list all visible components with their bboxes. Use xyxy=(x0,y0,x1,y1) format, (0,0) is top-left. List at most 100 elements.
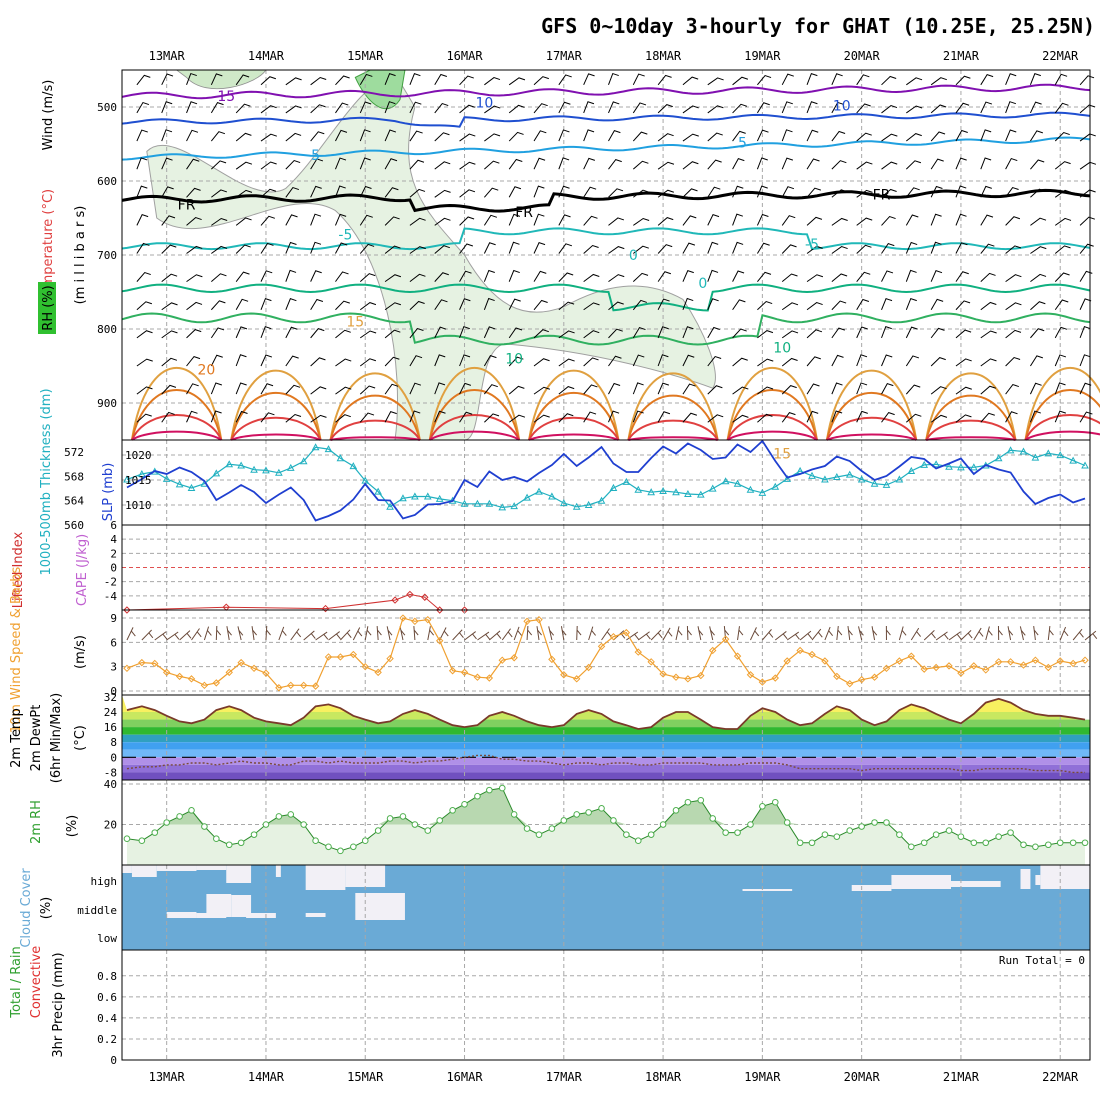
rh2m-marker xyxy=(896,831,903,838)
wind-barb xyxy=(583,73,595,86)
wind-barb xyxy=(558,129,570,142)
cloud-gap xyxy=(951,881,1001,887)
thickness-marker xyxy=(237,461,245,469)
wind-barb xyxy=(608,274,625,283)
wind10m-barb xyxy=(709,626,715,641)
wind-barb xyxy=(310,328,325,339)
temperature-band xyxy=(122,742,1090,750)
wind-barb xyxy=(459,104,475,114)
wind-barb xyxy=(831,160,847,170)
wind-barb xyxy=(211,245,228,254)
wind-barb xyxy=(136,129,148,142)
wind-barb xyxy=(806,216,823,226)
rh2m-marker xyxy=(846,827,854,834)
thickness-marker xyxy=(708,484,717,492)
wind-barb xyxy=(608,246,625,254)
wind-barb xyxy=(756,242,770,254)
wind-barb xyxy=(633,189,650,198)
wind-barb xyxy=(707,326,720,339)
wind-barb xyxy=(161,411,175,423)
wind-barb xyxy=(1079,326,1091,339)
wind10m-marker xyxy=(424,615,432,624)
thickness-marker xyxy=(138,469,146,477)
thickness-marker xyxy=(696,490,705,498)
wind-barb xyxy=(533,76,549,86)
lifted-index-marker xyxy=(321,604,330,613)
wind-barb xyxy=(1005,101,1017,114)
wind-barb xyxy=(806,302,823,311)
wind10m-marker xyxy=(808,650,816,659)
wind-barb xyxy=(285,413,302,423)
rh2m-marker xyxy=(982,839,990,847)
temperature-band xyxy=(122,757,1090,765)
wind-barb xyxy=(682,412,698,423)
thickness-marker xyxy=(311,443,320,451)
wind-barb xyxy=(657,271,672,282)
lifted-index-marker xyxy=(435,606,444,614)
isotherm-arc xyxy=(130,389,223,441)
rh2m-marker xyxy=(610,817,617,824)
rh2m-marker xyxy=(771,798,779,806)
date-label-top: 13MAR xyxy=(149,49,186,63)
wind-barb xyxy=(459,216,475,226)
wind-barb xyxy=(1030,301,1046,311)
wind-barb xyxy=(483,297,495,310)
rh2m-marker xyxy=(598,805,605,812)
wind-barb xyxy=(930,270,943,282)
run-total: Run Total = 0 xyxy=(999,954,1085,967)
rh2m-marker xyxy=(1081,839,1089,847)
wind-barb xyxy=(260,161,277,170)
wind-barb xyxy=(1079,354,1091,367)
wind10m-marker xyxy=(287,681,295,690)
rh2m-marker xyxy=(808,839,816,847)
cloud-gap xyxy=(305,865,346,890)
wind-barb xyxy=(335,329,351,339)
rh2m-marker xyxy=(523,825,531,832)
wind10m-barb xyxy=(1072,628,1084,641)
wind-barb xyxy=(732,213,743,226)
wind-barb xyxy=(260,242,274,254)
wind-barb xyxy=(1054,354,1067,367)
wind10m-barb xyxy=(750,627,760,641)
wind-barb xyxy=(359,101,372,114)
isotherm-arc xyxy=(1024,366,1100,441)
rh2m-marker xyxy=(262,821,270,828)
wind10m-barb xyxy=(237,626,244,641)
wind-barb xyxy=(310,414,327,423)
temperature-band xyxy=(122,749,1090,758)
wind-barb xyxy=(707,132,723,142)
isotherm-arc xyxy=(428,414,521,441)
precip-label: 3hr Precip (mm) xyxy=(51,952,66,1057)
wind-barb xyxy=(856,132,872,142)
thickness-marker xyxy=(262,466,270,474)
rh2m-marker xyxy=(163,819,170,826)
rh2m-marker xyxy=(1045,841,1052,849)
thickness-marker xyxy=(758,488,767,496)
rh-shade-region xyxy=(354,69,406,110)
rh2m-marker xyxy=(237,839,245,847)
wind-barb xyxy=(732,270,745,282)
rh2m-marker xyxy=(176,813,183,820)
wind-barb xyxy=(856,74,870,86)
y-tick-label: 0.4 xyxy=(97,1012,117,1025)
wind-barb xyxy=(707,269,719,282)
wind-barb xyxy=(1030,130,1044,142)
wind-barb xyxy=(558,301,575,311)
wind-barb xyxy=(384,356,400,367)
wind-barb xyxy=(384,411,397,423)
wind-barb xyxy=(434,102,449,114)
wind10m-marker xyxy=(175,672,184,681)
wind-barb xyxy=(757,386,774,395)
y-tick-label: 1010 xyxy=(125,499,152,512)
y-tick-label: 800 xyxy=(97,323,117,336)
y-tick-label: 16 xyxy=(104,721,117,734)
wind-barb xyxy=(657,189,674,198)
rh2m-marker xyxy=(1020,841,1027,849)
wind10m-panel: 0 3 6 9 10m Wind Speed & Barbs (m/s) xyxy=(9,567,1098,733)
wind-barb xyxy=(906,105,923,114)
wind-barb xyxy=(409,217,426,226)
wind-barb xyxy=(980,301,997,311)
wind-barb xyxy=(1054,73,1068,86)
rh2m-marker xyxy=(411,821,419,828)
thickness-marker xyxy=(1081,461,1089,469)
